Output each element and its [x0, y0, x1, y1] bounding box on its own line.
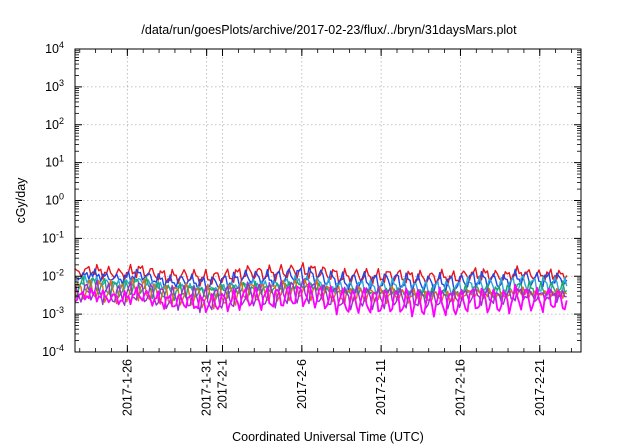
- y-tick-base: 10: [45, 156, 59, 170]
- chart-title: /data/run/goesPlots/archive/2017-02-23/f…: [141, 23, 517, 37]
- grid: [75, 49, 581, 352]
- x-tick-label: 2017-1-26: [120, 359, 134, 416]
- y-tick-exponent: 1: [59, 154, 64, 164]
- y-tick-label: 10-1: [42, 229, 64, 245]
- y-tick-exponent: -3: [56, 305, 64, 315]
- y-tick-exponent: 0: [59, 192, 64, 202]
- x-tick-label: 2017-2-6: [295, 359, 309, 409]
- x-axis-label: Coordinated Universal Time (UTC): [232, 430, 424, 444]
- x-tick-label: 2017-2-1: [216, 359, 230, 409]
- x-tick-label: 2017-2-21: [533, 359, 547, 416]
- y-tick-label: 100: [45, 192, 64, 208]
- y-tick-label: 104: [45, 40, 64, 56]
- y-tick-label: 10-3: [42, 305, 64, 321]
- y-tick-base: 10: [42, 345, 56, 359]
- y-tick-base: 10: [45, 118, 59, 132]
- y-tick-base: 10: [45, 194, 59, 208]
- x-tick-label: 2017-2-16: [453, 359, 467, 416]
- x-tick-label: 2017-2-11: [374, 359, 388, 415]
- y-tick-base: 10: [42, 307, 56, 321]
- y-tick-exponent: 3: [59, 78, 64, 88]
- y-tick-exponent: -1: [56, 229, 64, 239]
- series-line: [74, 282, 568, 318]
- y-tick-label: 10-2: [42, 267, 64, 283]
- x-axis: 2017-1-26 2017-1-31 2017-2-1 2017-2-6 2017-2…: [79, 49, 572, 416]
- y-tick-exponent: -2: [56, 267, 64, 277]
- y-tick-label: 10-4: [42, 343, 64, 359]
- y-tick-base: 10: [42, 269, 56, 283]
- y-axis-label: cGy/day: [14, 177, 28, 224]
- y-tick-exponent: -4: [56, 343, 64, 353]
- y-tick-exponent: 4: [59, 40, 64, 50]
- y-tick-label: 102: [45, 116, 64, 132]
- series-layer: [74, 262, 568, 318]
- y-tick-exponent: 2: [59, 116, 64, 126]
- y-tick-base: 10: [42, 231, 56, 245]
- series-line: [74, 266, 568, 293]
- x-tick-label: 2017-1-31: [200, 359, 214, 416]
- y-tick-label: 101: [45, 154, 64, 170]
- y-tick-label: 103: [45, 78, 64, 94]
- y-tick-base: 10: [45, 42, 59, 56]
- y-tick-base: 10: [45, 80, 59, 94]
